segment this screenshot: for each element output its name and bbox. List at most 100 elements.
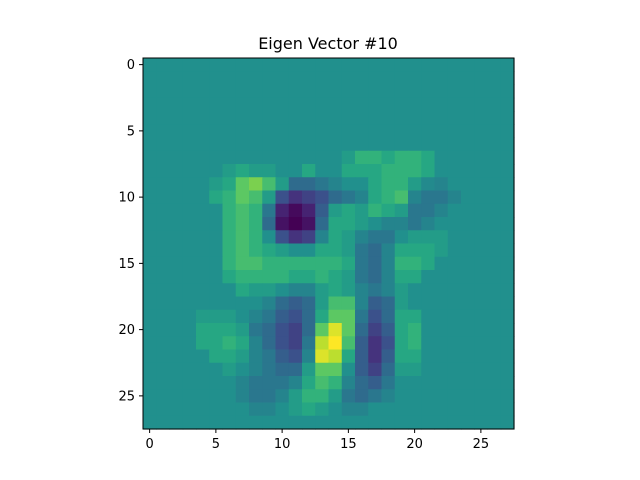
heatmap-cell: [222, 376, 237, 390]
heatmap-cell: [222, 309, 237, 324]
heatmap-cell: [156, 230, 171, 245]
heatmap-cell: [434, 177, 449, 192]
heatmap-cell: [209, 71, 224, 86]
heatmap-cell: [394, 137, 409, 152]
heatmap-cell: [408, 376, 422, 390]
heatmap-cell: [302, 150, 316, 165]
heatmap-cell: [355, 323, 369, 337]
heatmap-cell: [249, 296, 263, 311]
heatmap-cell: [328, 389, 343, 404]
x-tick-label: 25: [473, 437, 490, 452]
heatmap-cell: [182, 190, 197, 205]
heatmap-cell: [394, 415, 409, 430]
heatmap-cell: [196, 256, 210, 271]
heatmap-cell: [408, 309, 422, 324]
heatmap-cell: [182, 349, 197, 364]
heatmap-cell: [500, 124, 515, 139]
heatmap-cell: [275, 150, 290, 165]
heatmap-cell: [315, 203, 330, 218]
heatmap-cell: [500, 336, 515, 351]
heatmap-cell: [421, 217, 436, 231]
heatmap-cell: [262, 389, 277, 404]
heatmap-cell: [328, 177, 343, 192]
heatmap-cell: [381, 283, 396, 298]
heatmap-cell: [368, 362, 383, 377]
heatmap-cell: [169, 402, 184, 417]
heatmap-cell: [249, 177, 263, 192]
heatmap-cell: [474, 58, 489, 72]
heatmap-cell: [235, 336, 250, 351]
heatmap-cell: [500, 415, 515, 430]
heatmap-cell: [487, 402, 502, 417]
heatmap-cell: [461, 336, 475, 351]
heatmap-cell: [315, 137, 330, 152]
heatmap-cell: [275, 336, 290, 351]
heatmap-cell: [315, 389, 330, 404]
heatmap-cell: [249, 111, 263, 125]
heatmap-cell: [288, 283, 303, 298]
heatmap-cell: [381, 150, 396, 165]
heatmap-cell: [381, 190, 396, 205]
heatmap-cell: [355, 190, 369, 205]
heatmap-cell: [474, 203, 489, 218]
heatmap-cell: [315, 164, 330, 178]
heatmap-cell: [487, 376, 502, 390]
heatmap-cell: [487, 323, 502, 337]
x-tick-label: 15: [340, 437, 357, 452]
heatmap-cell: [209, 124, 224, 139]
heatmap-cell: [302, 336, 316, 351]
heatmap-cell: [487, 349, 502, 364]
heatmap-cell: [235, 190, 250, 205]
heatmap-cell: [381, 243, 396, 258]
heatmap-cell: [182, 203, 197, 218]
heatmap-cell: [262, 230, 277, 245]
heatmap-cell: [394, 389, 409, 404]
heatmap-cell: [222, 402, 237, 417]
heatmap-cell: [315, 415, 330, 430]
heatmap-cell: [302, 296, 316, 311]
heatmap-cell: [487, 217, 502, 231]
heatmap-cell: [368, 58, 383, 72]
heatmap-cell: [302, 217, 316, 231]
heatmap-cell: [408, 190, 422, 205]
heatmap-cell: [421, 256, 436, 271]
heatmap-cell: [355, 256, 369, 271]
heatmap-cell: [156, 71, 171, 86]
heatmap-cell: [169, 362, 184, 377]
heatmap-cell: [434, 111, 449, 125]
heatmap-cell: [262, 243, 277, 258]
heatmap-cell: [487, 309, 502, 324]
heatmap-cell: [288, 137, 303, 152]
heatmap-cell: [461, 150, 475, 165]
heatmap-cell: [434, 84, 449, 99]
heatmap-cell: [182, 230, 197, 245]
heatmap-cell: [500, 349, 515, 364]
heatmap-cell: [169, 309, 184, 324]
heatmap-cell: [461, 97, 475, 112]
heatmap-cell: [169, 84, 184, 99]
heatmap-cell: [275, 58, 290, 72]
heatmap-cell: [262, 84, 277, 99]
heatmap-cell: [487, 243, 502, 258]
heatmap-cell: [355, 124, 369, 139]
heatmap-cell: [169, 124, 184, 139]
heatmap-cell: [341, 270, 356, 284]
heatmap-cell: [447, 336, 462, 351]
heatmap-cell: [474, 415, 489, 430]
heatmap-cell: [182, 217, 197, 231]
heatmap-cell: [235, 256, 250, 271]
heatmap-cell: [421, 402, 436, 417]
heatmap-cell: [222, 270, 237, 284]
heatmap-cell: [249, 402, 263, 417]
heatmap-cell: [447, 137, 462, 152]
heatmap-cell: [222, 349, 237, 364]
heatmap-cell: [196, 309, 210, 324]
heatmap-cell: [196, 164, 210, 178]
heatmap-cell: [341, 71, 356, 86]
heatmap-cell: [235, 124, 250, 139]
heatmap-cell: [381, 402, 396, 417]
heatmap-cell: [156, 124, 171, 139]
heatmap-cell: [461, 243, 475, 258]
heatmap-cell: [235, 323, 250, 337]
heatmap-cell: [302, 137, 316, 152]
